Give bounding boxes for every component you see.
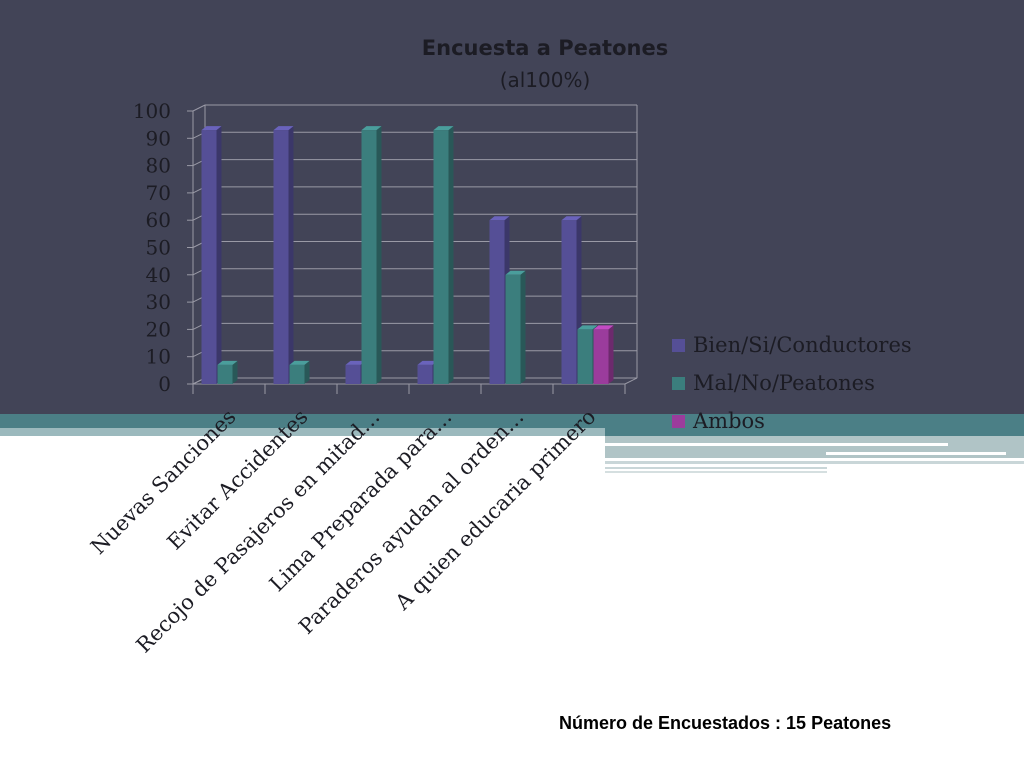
y-tick-label: 50 xyxy=(146,236,171,260)
legend-swatch xyxy=(672,414,685,428)
line-stripe xyxy=(605,467,827,469)
y-tick-label: 30 xyxy=(146,290,171,314)
y-tick-label: 60 xyxy=(146,208,171,232)
y-tick-label: 70 xyxy=(146,181,171,205)
bars xyxy=(201,126,614,385)
legend: Bien/Si/Conductores Mal/No/Peatones Ambo… xyxy=(672,326,912,440)
bar xyxy=(593,325,614,384)
white-stripe xyxy=(605,443,948,446)
line-stripe xyxy=(605,471,827,473)
y-tick-label: 40 xyxy=(146,263,171,287)
gridline xyxy=(192,104,206,112)
y-tick-label: 0 xyxy=(158,372,171,396)
bar xyxy=(289,360,310,384)
legend-item: Bien/Si/Conductores xyxy=(672,326,912,364)
bar xyxy=(505,270,526,384)
chart-title: Encuesta a Peatones xyxy=(421,36,669,60)
y-tick-label: 80 xyxy=(146,154,171,178)
y-tick-label: 100 xyxy=(133,99,171,123)
teal-band xyxy=(0,414,1024,428)
chart-subtitle: (al100%) xyxy=(499,68,591,92)
bar xyxy=(273,126,294,385)
y-tick-label: 10 xyxy=(146,345,171,369)
bar xyxy=(217,360,238,384)
right-teal-block xyxy=(605,428,1024,436)
legend-item: Ambos xyxy=(672,402,912,440)
footnote: Número de Encuestados : 15 Peatones xyxy=(559,713,892,733)
bar xyxy=(361,126,382,385)
x-category-label: Evitar Accidentes xyxy=(163,405,313,555)
white-stripe xyxy=(826,452,1006,455)
legend-label: Bien/Si/Conductores xyxy=(693,333,912,357)
line-stripe xyxy=(605,461,1024,464)
grey-band xyxy=(0,428,605,436)
legend-item: Mal/No/Peatones xyxy=(672,364,912,402)
legend-label: Ambos xyxy=(693,409,765,433)
y-tick-label: 20 xyxy=(146,317,171,341)
bar xyxy=(201,126,222,385)
legend-swatch xyxy=(672,376,685,390)
legend-swatch xyxy=(672,338,685,352)
y-tick-label: 90 xyxy=(146,126,171,150)
bar xyxy=(433,126,454,385)
legend-label: Mal/No/Peatones xyxy=(693,371,875,395)
